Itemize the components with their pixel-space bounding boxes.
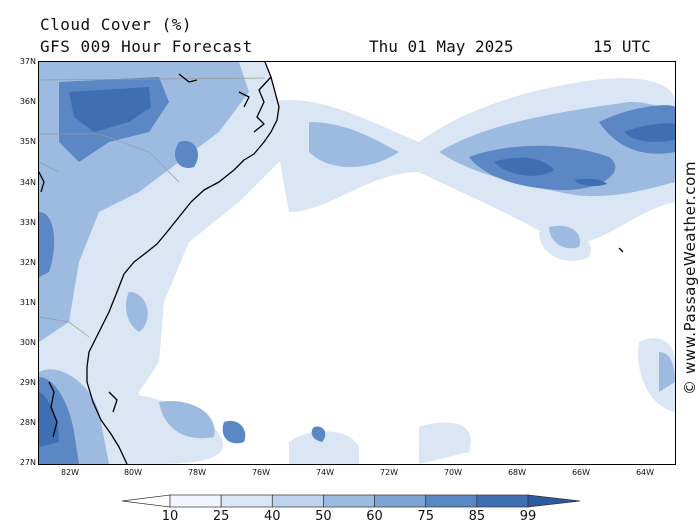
scale-tick-label: 10 xyxy=(161,509,179,524)
scale-segment xyxy=(323,494,375,508)
scale-arrow-high xyxy=(527,494,581,508)
state-borders xyxy=(39,77,266,338)
scale-tick-label: 25 xyxy=(212,509,230,524)
forecast-label: GFS 009 Hour Forecast xyxy=(40,37,253,56)
lat-label: 28N xyxy=(19,418,36,427)
lon-label: 64W xyxy=(635,468,655,477)
lon-label: 76W xyxy=(251,468,271,477)
lat-label: 35N xyxy=(19,137,36,146)
scale-arrow-low xyxy=(121,494,171,508)
lon-label: 68W xyxy=(507,468,527,477)
lon-label: 82W xyxy=(60,468,80,477)
scale-tick-label: 85 xyxy=(468,509,486,524)
forecast-hour: 15 UTC xyxy=(593,37,651,56)
lat-label: 29N xyxy=(19,378,36,387)
scale-segment xyxy=(271,494,324,508)
forecast-date: Thu 01 May 2025 xyxy=(369,37,514,56)
lat-label: 36N xyxy=(19,97,36,106)
map-title: Cloud Cover (%) xyxy=(40,15,192,34)
lon-label: 80W xyxy=(123,468,143,477)
lon-label: 78W xyxy=(187,468,207,477)
scale-segment xyxy=(220,494,273,508)
scale-segment xyxy=(169,494,222,508)
lon-label: 66W xyxy=(571,468,591,477)
cloud-layer-darkest xyxy=(39,87,675,447)
scale-segment xyxy=(374,494,427,508)
lon-label: 74W xyxy=(315,468,335,477)
lat-label: 37N xyxy=(19,57,36,66)
lat-label: 31N xyxy=(19,298,36,307)
scale-tick-label: 50 xyxy=(315,509,332,524)
cloud-cover-map xyxy=(38,61,676,465)
lon-label: 72W xyxy=(379,468,399,477)
lat-label: 30N xyxy=(19,338,36,347)
lat-label: 34N xyxy=(19,178,36,187)
color-scale-bar xyxy=(121,494,581,508)
scale-segment xyxy=(476,494,529,508)
scale-tick-label: 60 xyxy=(366,509,383,524)
coastline xyxy=(39,62,624,464)
lat-label: 33N xyxy=(19,218,36,227)
color-scale-segments xyxy=(121,494,581,508)
scale-segment xyxy=(425,494,478,508)
site-credit: © www.PassageWeather.com xyxy=(681,160,699,395)
map-canvas xyxy=(39,62,675,464)
lat-label: 32N xyxy=(19,258,36,267)
scale-tick-label: 40 xyxy=(264,509,281,524)
scale-tick-label: 75 xyxy=(417,509,434,524)
lat-label: 27N xyxy=(19,458,36,467)
scale-tick-label: 99 xyxy=(519,509,537,524)
lon-label: 70W xyxy=(443,468,463,477)
